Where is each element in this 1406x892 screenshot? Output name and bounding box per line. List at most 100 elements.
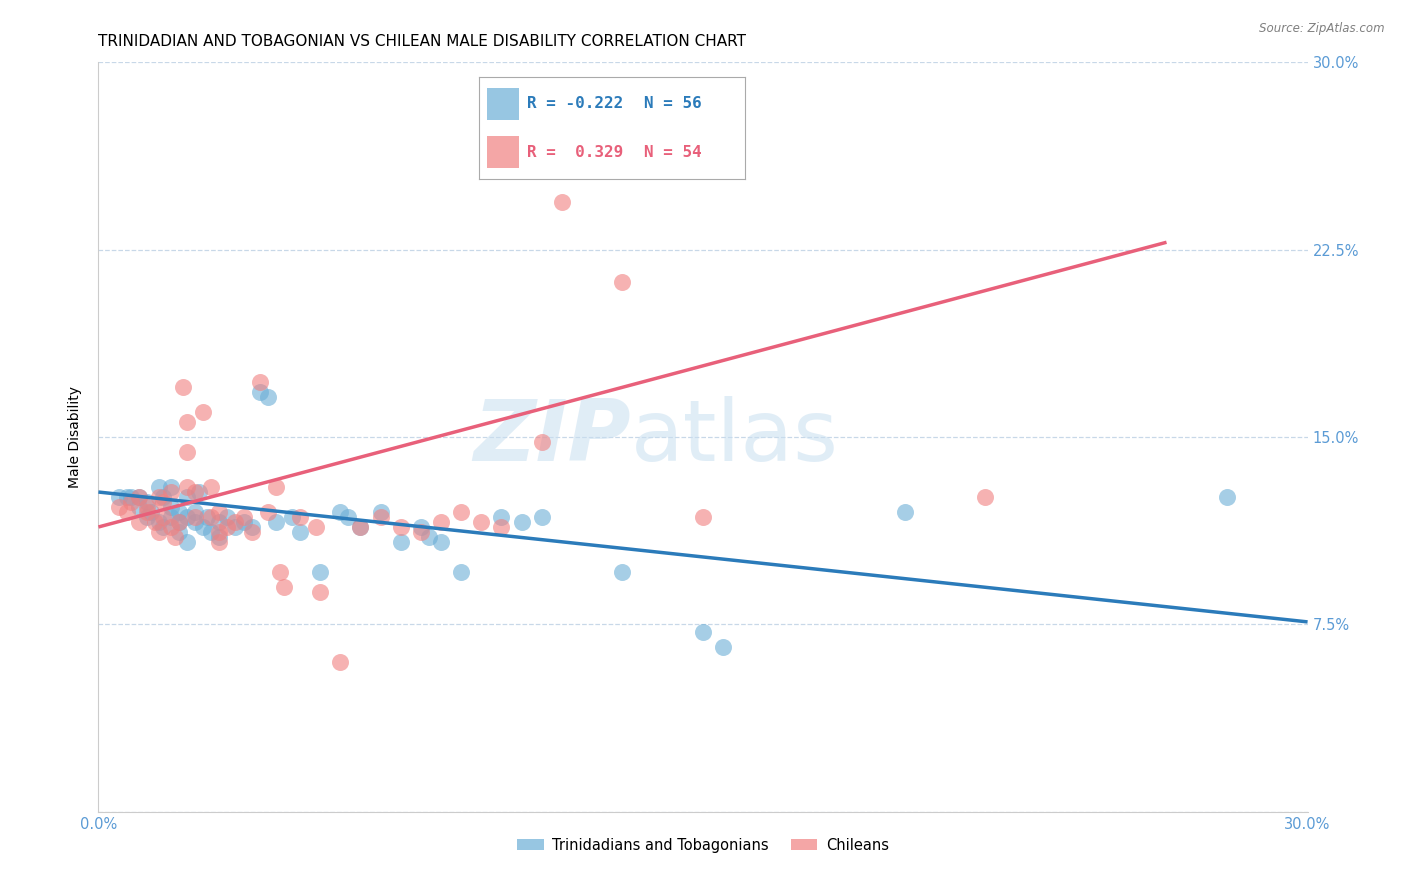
Y-axis label: Male Disability: Male Disability [69, 386, 83, 488]
Point [148, 490, 170, 504]
Point [167, 515, 190, 529]
Point [128, 490, 150, 504]
Point [232, 510, 254, 524]
Point [167, 515, 190, 529]
Point [120, 495, 142, 509]
Point [269, 565, 291, 579]
Point [128, 500, 150, 514]
Point [176, 415, 198, 429]
Point [249, 385, 271, 400]
Point [172, 380, 194, 394]
Point [128, 490, 150, 504]
Point [217, 510, 239, 524]
Point [152, 490, 174, 504]
Point [152, 495, 174, 509]
Point [256, 390, 278, 404]
Point [692, 624, 714, 639]
Point [551, 195, 574, 210]
Point [430, 535, 453, 549]
Point [430, 515, 453, 529]
Point [176, 535, 198, 549]
Point [389, 535, 412, 549]
Point [450, 505, 472, 519]
Point [1216, 490, 1239, 504]
Point [176, 510, 198, 524]
Point [349, 520, 371, 534]
Point [107, 500, 129, 514]
Point [120, 490, 142, 504]
Point [450, 565, 472, 579]
Point [288, 510, 311, 524]
Point [184, 485, 207, 500]
Point [893, 505, 915, 519]
Point [200, 480, 222, 494]
Point [256, 505, 278, 519]
Point [167, 505, 190, 519]
Text: ZIP: ZIP [472, 395, 630, 479]
Point [288, 524, 311, 539]
Point [143, 515, 166, 529]
Point [160, 520, 183, 534]
Point [176, 445, 198, 459]
Point [160, 480, 183, 494]
Point [530, 435, 553, 450]
Point [711, 640, 734, 654]
Point [139, 505, 162, 519]
Point [264, 480, 287, 494]
Point [309, 585, 332, 599]
Point [208, 505, 231, 519]
Point [148, 480, 170, 494]
Point [184, 515, 207, 529]
Point [418, 530, 440, 544]
Point [329, 655, 352, 669]
Point [184, 505, 207, 519]
Point [281, 510, 304, 524]
Point [264, 515, 287, 529]
Point [208, 530, 231, 544]
Point [305, 520, 328, 534]
Point [184, 510, 207, 524]
Point [148, 515, 170, 529]
Point [115, 490, 138, 504]
Point [107, 490, 129, 504]
Point [240, 524, 263, 539]
Point [208, 535, 231, 549]
Point [200, 524, 222, 539]
Point [612, 565, 634, 579]
Point [389, 520, 412, 534]
Point [370, 510, 392, 524]
Point [692, 510, 714, 524]
Point [148, 524, 170, 539]
Point [135, 510, 157, 524]
Point [195, 510, 218, 524]
Point [135, 500, 157, 514]
Point [208, 515, 231, 529]
Point [349, 520, 371, 534]
Text: TRINIDADIAN AND TOBAGONIAN VS CHILEAN MALE DISABILITY CORRELATION CHART: TRINIDADIAN AND TOBAGONIAN VS CHILEAN MA… [98, 34, 747, 49]
Point [224, 520, 246, 534]
Point [193, 405, 215, 419]
Point [409, 520, 432, 534]
Point [232, 515, 254, 529]
Point [208, 524, 231, 539]
Point [491, 520, 513, 534]
Point [193, 520, 215, 534]
Point [217, 520, 239, 534]
Point [115, 505, 138, 519]
Point [273, 580, 295, 594]
Point [160, 510, 183, 524]
Point [188, 485, 211, 500]
Point [167, 524, 190, 539]
Point [370, 505, 392, 519]
Point [530, 510, 553, 524]
Point [176, 480, 198, 494]
Point [128, 515, 150, 529]
Point [160, 485, 183, 500]
Point [163, 530, 186, 544]
Point [974, 490, 997, 504]
Point [152, 520, 174, 534]
Point [249, 375, 271, 389]
Point [491, 510, 513, 524]
Point [200, 510, 222, 524]
Text: atlas: atlas [630, 395, 838, 479]
